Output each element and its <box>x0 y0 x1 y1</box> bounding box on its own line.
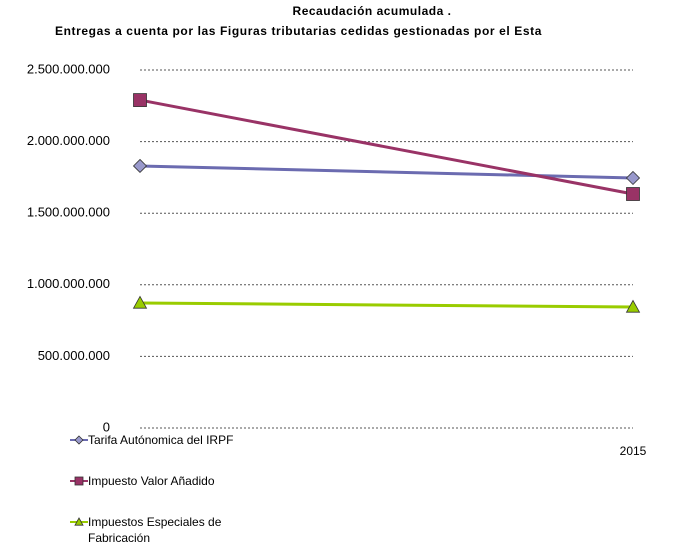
y-tick-label: 0 <box>103 419 110 434</box>
marker <box>132 158 148 174</box>
y-tick-label: 500.000.000 <box>38 348 110 363</box>
chart-title: Recaudación acumulada . <box>293 4 452 18</box>
series-line <box>139 301 634 309</box>
marker <box>133 93 147 107</box>
legend-label: Tarifa Autónomica del IRPF <box>88 433 234 447</box>
marker <box>625 170 641 186</box>
y-tick-label: 1.000.000.000 <box>27 276 110 291</box>
series-line <box>139 98 634 196</box>
marker <box>74 517 84 526</box>
y-tick-label: 2.500.000.000 <box>27 61 110 76</box>
marker <box>74 476 84 486</box>
legend-label: Impuesto Valor Añadido <box>88 474 215 488</box>
marker <box>626 187 640 201</box>
legend-label: Impuestos Especiales de Fabricación <box>88 515 222 545</box>
x-tick-label: 2015 <box>620 444 647 458</box>
marker <box>625 299 641 313</box>
marker <box>74 435 84 445</box>
marker <box>132 295 148 309</box>
y-tick-label: 2.000.000.000 <box>27 133 110 148</box>
chart-subtitle: Entregas a cuenta por las Figuras tribut… <box>55 24 542 38</box>
series-line <box>139 164 634 180</box>
y-tick-label: 1.500.000.000 <box>27 205 110 220</box>
